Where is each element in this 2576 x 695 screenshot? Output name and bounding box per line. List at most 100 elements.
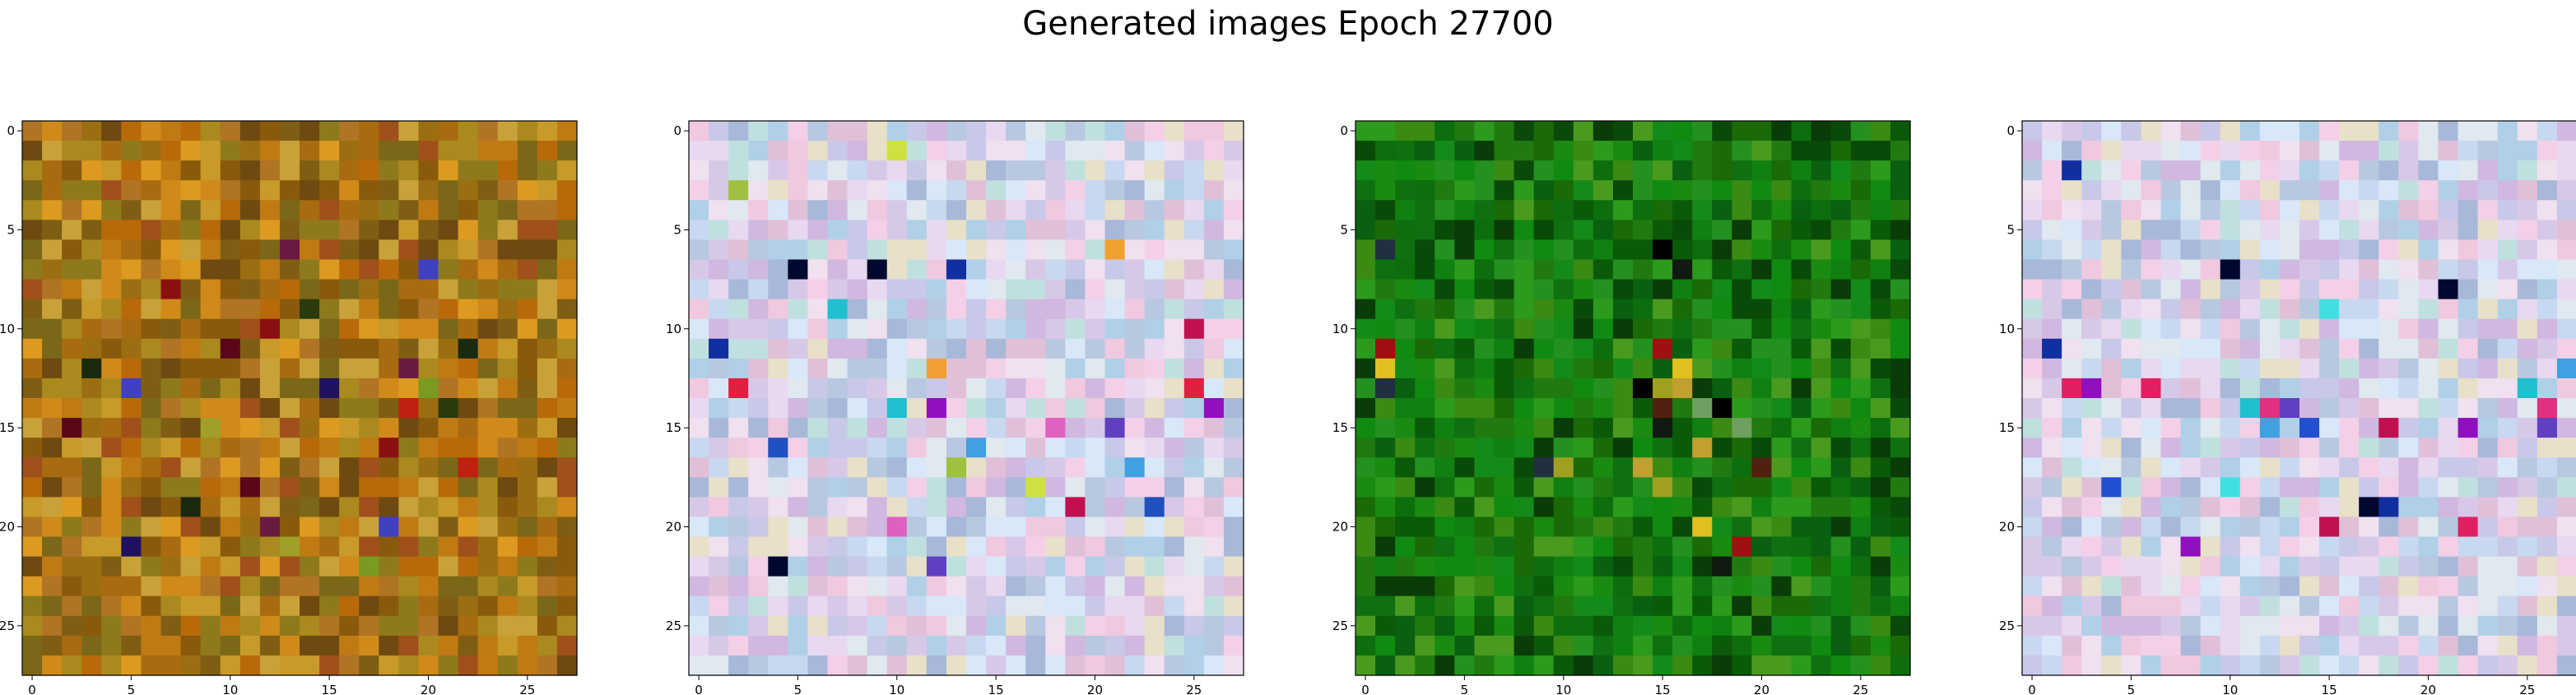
pixel-cell — [2042, 141, 2062, 161]
pixel-cell — [239, 299, 261, 320]
pixel-cell — [497, 378, 518, 399]
pixel-cell — [279, 318, 300, 340]
pixel-cell — [1355, 180, 1376, 201]
pixel-cell — [1712, 180, 1732, 201]
pixel-cell — [121, 398, 142, 419]
pixel-cell — [2141, 517, 2162, 538]
pixel-cell — [279, 477, 300, 498]
pixel-cell — [1045, 536, 1066, 558]
x-tick-label: 10 — [222, 683, 238, 695]
pixel-cell — [2200, 358, 2221, 379]
pixel-cell — [1830, 358, 1852, 379]
pixel-cell — [2220, 536, 2241, 558]
pixel-cell — [2022, 655, 2043, 676]
pixel-cell — [556, 576, 578, 597]
pixel-cell — [2259, 556, 2281, 577]
pixel-cell — [359, 220, 379, 241]
pixel-cell — [1183, 299, 1205, 320]
pixel-cell — [2299, 259, 2320, 280]
pixel-cell — [2536, 615, 2558, 637]
pixel-cell — [2062, 576, 2082, 597]
pixel-cell — [1355, 378, 1376, 399]
pixel-cell — [1045, 299, 1066, 320]
pixel-cell — [2536, 556, 2558, 577]
pixel-cell — [827, 398, 849, 419]
pixel-cell — [101, 299, 122, 320]
pixel-cell — [1434, 398, 1455, 419]
pixel-cell — [477, 299, 499, 320]
pixel-cell — [926, 556, 947, 577]
pixel-cell — [1514, 576, 1535, 597]
pixel-cell — [2062, 655, 2082, 676]
pixel-cell — [2299, 477, 2320, 498]
pixel-cell — [220, 141, 241, 161]
pixel-cell — [2398, 536, 2420, 558]
pixel-cell — [2438, 536, 2459, 558]
pixel-cell — [2121, 180, 2142, 201]
pixel-cell — [1573, 457, 1594, 478]
pixel-cell — [2418, 279, 2439, 300]
pixel-cell — [2299, 160, 2320, 181]
pixel-cell — [359, 259, 379, 280]
pixel-cell — [1395, 635, 1416, 656]
pixel-cell — [2220, 220, 2241, 241]
pixel-cell — [1434, 279, 1455, 300]
pixel-cell — [827, 556, 849, 577]
pixel-cell — [1653, 595, 1673, 617]
pixel-cell — [2438, 635, 2459, 656]
pixel-cell — [2180, 358, 2202, 379]
pixel-cell — [847, 615, 868, 637]
pixel-cell — [1712, 141, 1732, 161]
pixel-cell — [986, 418, 1007, 438]
pixel-cell — [2438, 517, 2459, 538]
pixel-cell — [1890, 655, 1911, 676]
pixel-cell — [2160, 121, 2182, 141]
pixel-cell — [1533, 239, 1555, 261]
pixel-cell — [1593, 239, 1614, 261]
pixel-cell — [379, 220, 399, 241]
pixel-cell — [1672, 576, 1693, 597]
pixel-cell — [239, 635, 261, 656]
pixel-cell — [319, 279, 340, 300]
pixel-cell — [946, 160, 967, 181]
pixel-cell — [2042, 180, 2062, 201]
pixel-cell — [2160, 398, 2182, 419]
pixel-cell — [62, 220, 82, 241]
pixel-cell — [239, 457, 261, 478]
pixel-cell — [438, 239, 459, 261]
pixel-cell — [2438, 239, 2459, 261]
pixel-cell — [2497, 438, 2518, 458]
pixel-cell — [709, 141, 729, 161]
pixel-cell — [1474, 279, 1495, 300]
pixel-cell — [2299, 438, 2320, 458]
pixel-cell — [1454, 318, 1476, 340]
pixel-cell — [2259, 615, 2281, 637]
pixel-cell — [886, 655, 908, 676]
pixel-cell — [279, 418, 300, 438]
pixel-cell — [2497, 595, 2518, 617]
pixel-cell — [2438, 595, 2459, 617]
pixel-cell — [1434, 318, 1455, 340]
pixel-cell — [2517, 497, 2538, 518]
pixel-cell — [220, 556, 241, 577]
pixel-cell — [300, 517, 320, 538]
pixel-cell — [1573, 556, 1594, 577]
pixel-cell — [379, 615, 399, 637]
pixel-cell — [1751, 239, 1773, 261]
pixel-cell — [220, 576, 241, 597]
pixel-cell — [1870, 477, 1891, 498]
pixel-cell — [2299, 121, 2320, 141]
pixel-cell — [2259, 200, 2281, 220]
pixel-cell — [1183, 358, 1205, 379]
pixel-cell — [2398, 358, 2420, 379]
pixel-cell — [1183, 180, 1205, 201]
pixel-cell — [398, 556, 420, 577]
pixel-cell — [1085, 121, 1106, 141]
pixel-cell — [458, 160, 479, 181]
pixel-cell — [966, 121, 987, 141]
pixel-cell — [319, 259, 340, 280]
pixel-cell — [1612, 635, 1634, 656]
pixel-cell — [748, 556, 769, 577]
pixel-cell — [398, 497, 420, 518]
